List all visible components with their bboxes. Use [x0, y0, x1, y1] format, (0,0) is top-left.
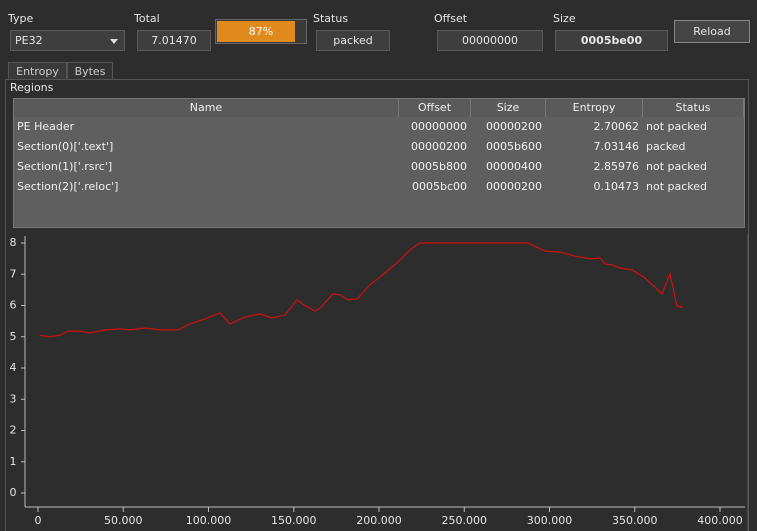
y-tick-label: 7: [10, 267, 17, 280]
x-tick-label: 400.000: [697, 514, 743, 527]
progress-bar: 87%: [215, 19, 307, 44]
table-cell: PE Header: [17, 120, 75, 133]
x-tick-label: 300.000: [527, 514, 573, 527]
table-cell: 0005b600: [486, 140, 542, 153]
table-cell: 2.85976: [593, 160, 640, 173]
y-tick-label: 2: [10, 424, 17, 437]
y-tick-label: 8: [10, 236, 17, 249]
entropy-line: [39, 242, 684, 338]
column-header[interactable]: Offset: [399, 99, 471, 117]
tab-panel: [5, 79, 749, 531]
column-header[interactable]: Size: [471, 99, 546, 117]
progress-fill: [217, 21, 296, 42]
table-cell: 7.03146: [593, 140, 640, 153]
table-cell: not packed: [646, 120, 708, 133]
offset-label: Offset: [434, 12, 468, 25]
offset-value: 00000000: [437, 30, 543, 51]
total-label: Total: [134, 12, 160, 25]
table-cell: 0005b800: [411, 160, 467, 173]
tab[interactable]: Bytes: [67, 62, 113, 80]
x-tick-label: 100.000: [186, 514, 232, 527]
table-cell: 2.70062: [593, 120, 640, 133]
status-label: Status: [313, 12, 349, 25]
x-tick-label: 200.000: [356, 514, 402, 527]
column-header[interactable]: Entropy: [546, 99, 643, 117]
x-tick-label: 250.000: [442, 514, 488, 527]
table-cell: Section(0)['.text']: [17, 140, 114, 153]
table-cell: Section(2)['.reloc']: [17, 180, 119, 193]
type-combo[interactable]: PE32: [10, 30, 125, 51]
table-cell: 0.10473: [593, 180, 640, 193]
table-cell: 00000200: [411, 140, 467, 153]
table-cell: 00000400: [486, 160, 542, 173]
regions-table: Name Offset Size Entropy Status PE Header 0000…: [13, 98, 745, 228]
x-tick-label: 0: [35, 514, 42, 527]
y-tick-label: 3: [10, 392, 17, 405]
regions-label: Regions: [10, 81, 54, 94]
table-cell: Section(1)['.rsrc']: [17, 160, 113, 173]
type-label: Type: [8, 12, 34, 25]
table-cell: not packed: [646, 180, 708, 193]
size-value: 0005be00: [555, 30, 668, 51]
x-tick-label: 150.000: [271, 514, 317, 527]
progress-label: 87%: [248, 25, 274, 38]
total-value: 7.01470: [137, 30, 211, 51]
y-tick-label: 6: [10, 299, 17, 312]
table-cell: not packed: [646, 160, 708, 173]
y-tick-label: 5: [10, 330, 17, 343]
table-cell: 00000200: [486, 120, 542, 133]
x-tick-label: 50.000: [104, 514, 143, 527]
y-tick-label: 4: [10, 361, 17, 374]
tab[interactable]: Entropy: [8, 62, 67, 80]
status-value: packed: [316, 30, 390, 51]
reload-button[interactable]: Reload: [674, 20, 750, 43]
column-header[interactable]: Name: [14, 99, 399, 117]
combo-arrow: [110, 39, 118, 44]
table-cell: 00000200: [486, 180, 542, 193]
size-label: Size: [553, 12, 576, 25]
column-header[interactable]: Status: [643, 99, 744, 117]
type-value: PE32: [15, 34, 43, 47]
y-tick-label: 1: [10, 455, 17, 468]
table-cell: 00000000: [411, 120, 467, 133]
table-cell: 0005bc00: [411, 180, 467, 193]
table-cell: packed: [646, 140, 686, 153]
y-tick-label: 0: [10, 486, 17, 499]
x-tick-label: 350.000: [612, 514, 658, 527]
